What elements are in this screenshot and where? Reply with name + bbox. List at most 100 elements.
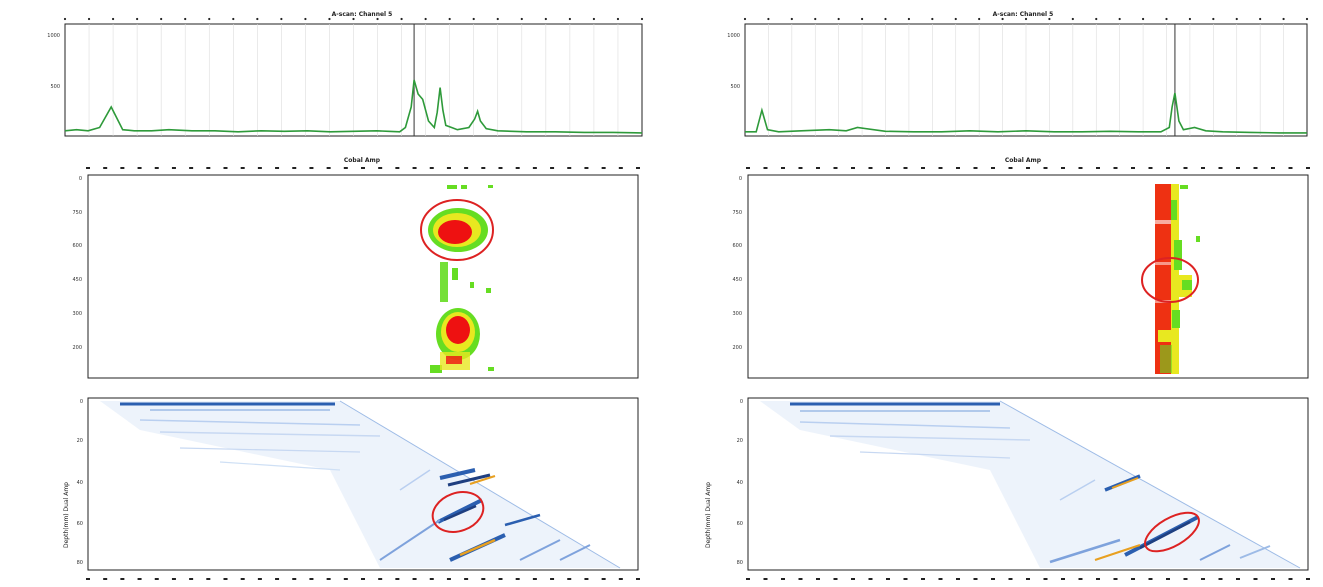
right-bscan-bottom-tick — [851, 578, 855, 580]
left-bscan-bottom-tick — [240, 578, 245, 580]
left-ascan-top-ticks — [63, 17, 644, 21]
right-ascan-top-tick — [884, 17, 887, 21]
left-cscan-top-tick — [601, 167, 606, 169]
right-ascan-ytick-500: 500 — [730, 84, 740, 90]
right-cscan-title: Cobal Amp — [1005, 157, 1042, 164]
left-cscan-panel: Cobal Amp 0 750 600 450 300 200 — [72, 157, 640, 379]
right-bscan-ytick-40: 40 — [737, 480, 743, 486]
left-bscan-bottom-tick — [86, 578, 90, 580]
left-cscan-top-tick — [464, 167, 469, 169]
left-ascan-top-tick — [520, 17, 523, 21]
right-ascan-ytick-1000: 1000 — [727, 33, 740, 39]
right-bscan-bottom-tick — [1236, 578, 1240, 580]
left-cscan-top-tick — [206, 167, 211, 169]
right-bscan-ytick-60: 60 — [737, 521, 743, 527]
right-ascan-signal-line — [745, 92, 1307, 134]
left-cscan-top-tick — [120, 167, 125, 169]
left-ascan-top-tick — [448, 17, 451, 21]
left-bscan-bottom-tick — [154, 578, 159, 580]
right-cscan-top-tick — [1183, 167, 1188, 169]
right-ascan-top-tick — [1212, 17, 1215, 21]
right-cscan-top-ticks — [746, 167, 1310, 169]
left-cscan-ytick-300: 300 — [72, 311, 82, 317]
left-cscan-top-tick — [86, 167, 90, 169]
right-cscan-top-tick — [1201, 167, 1205, 169]
right-ascan-top-tick — [1188, 17, 1192, 21]
left-cscan-frame — [87, 174, 639, 379]
right-cscan-top-tick — [1096, 167, 1100, 169]
left-bscan-bottom-tick — [223, 578, 228, 580]
right-ascan-top-tick — [1001, 17, 1004, 21]
right-ascan-grid — [768, 24, 1284, 136]
left-cscan-top-tick — [412, 167, 417, 169]
right-cscan-top-tick — [1008, 167, 1013, 169]
left-ascan-top-tick — [111, 17, 115, 21]
right-cscan-top-tick — [1078, 167, 1083, 169]
left-bscan-bottom-tick — [567, 578, 572, 580]
right-ascan-top-tick — [837, 17, 840, 21]
left-bscan-bottom-tick — [309, 578, 314, 580]
right-ascan-top-tick — [907, 17, 911, 21]
left-cscan-top-tick — [584, 167, 589, 169]
right-ascan-top-tick — [1048, 17, 1051, 21]
left-bscan-ytick-20: 20 — [77, 438, 83, 444]
right-cscan-top-tick — [1166, 167, 1170, 169]
left-cscan-top-tick — [378, 167, 383, 169]
left-cscan-indication — [428, 185, 494, 373]
right-bscan-bottom-tick — [1253, 578, 1258, 580]
right-bscan-bottom-tick — [763, 578, 768, 580]
left-ascan-top-tick — [376, 17, 379, 21]
left-bscan-bottom-tick — [412, 578, 417, 580]
right-ascan-title: A-scan: Channel 5 — [993, 11, 1054, 18]
right-bscan-bottom-tick — [1061, 578, 1065, 580]
right-cscan-top-tick — [746, 167, 750, 169]
left-cscan-top-tick — [446, 167, 451, 169]
left-ascan-signal-line — [64, 79, 643, 134]
left-cscan-top-tick — [326, 167, 331, 169]
right-cscan-top-tick — [921, 167, 925, 169]
right-cscan-top-tick — [938, 167, 943, 169]
right-cscan-frame — [747, 174, 1309, 379]
right-ascan-top-tick — [931, 17, 934, 21]
left-ascan-top-tick — [352, 17, 355, 21]
right-bscan-bottom-tick — [1026, 578, 1030, 580]
right-bscan-bottom-tick — [798, 578, 803, 580]
left-cscan-top-tick — [515, 167, 520, 169]
right-bscan-bottom-tick — [833, 578, 838, 580]
right-cscan-ytick-0: 0 — [739, 176, 742, 182]
left-cscan-top-tick — [343, 167, 348, 169]
right-bscan-bottom-tick — [973, 578, 978, 580]
left-ascan-top-tick — [280, 17, 283, 21]
right-bscan-bottom-tick — [1131, 578, 1135, 580]
right-cscan-top-tick — [1113, 167, 1118, 169]
right-cscan-panel: Cobal Amp 0 750 600 450 300 200 — [732, 157, 1310, 379]
right-ascan-top-tick — [767, 17, 770, 21]
right-ascan-top-tick — [1235, 17, 1238, 21]
right-cscan-ytick-300: 300 — [732, 311, 742, 317]
right-bscan-ytick-20: 20 — [737, 438, 743, 444]
right-ascan-top-tick — [1024, 17, 1028, 21]
right-ascan-top-tick — [1071, 17, 1074, 21]
left-bscan-bottom-tick — [550, 578, 555, 580]
left-bscan-bottom-tick — [343, 578, 348, 580]
right-cscan-top-tick — [1236, 167, 1240, 169]
left-ascan-top-tick — [640, 17, 644, 21]
left-ascan-grid — [88, 24, 619, 136]
left-bscan-bottom-tick — [103, 578, 108, 580]
right-bscan-echo-field — [760, 400, 1301, 569]
right-cscan-indication — [1155, 184, 1200, 374]
left-cscan-top-tick — [309, 167, 314, 169]
left-cscan-ytick-0: 0 — [79, 176, 82, 182]
left-ascan-top-tick — [616, 17, 620, 21]
left-cscan-top-tick — [223, 167, 228, 169]
left-bscan-bottom-tick — [532, 578, 537, 580]
right-cscan-annotation-ellipse — [1141, 257, 1199, 303]
right-cscan-top-tick — [816, 167, 820, 169]
left-bscan-ytick-0: 0 — [80, 399, 83, 405]
left-ascan-top-tick — [87, 17, 91, 21]
right-bscan-bottom-tick — [1271, 578, 1275, 580]
left-bscan-bottom-tick — [601, 578, 606, 580]
left-ascan-top-tick — [424, 17, 427, 21]
right-cscan-top-tick — [903, 167, 908, 169]
right-bscan-bottom-tick — [903, 578, 908, 580]
